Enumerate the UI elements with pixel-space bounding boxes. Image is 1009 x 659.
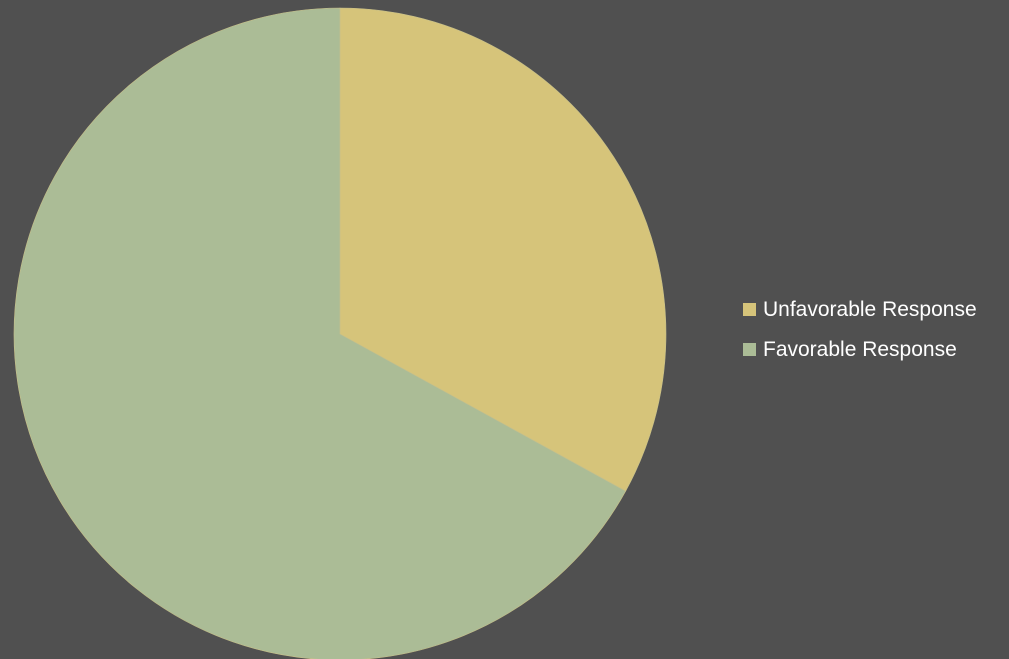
pie-slice-unfavorable [339,7,667,492]
chart-legend: Unfavorable Response Favorable Response [743,296,977,362]
legend-label-unfavorable: Unfavorable Response [763,297,977,321]
legend-item-unfavorable: Unfavorable Response [743,296,977,322]
legend-swatch-favorable [743,342,756,356]
legend-item-favorable: Favorable Response [743,336,977,362]
legend-label-favorable: Favorable Response [763,337,957,361]
legend-swatch-unfavorable [743,302,756,316]
pie-slice-favorable [13,7,627,659]
